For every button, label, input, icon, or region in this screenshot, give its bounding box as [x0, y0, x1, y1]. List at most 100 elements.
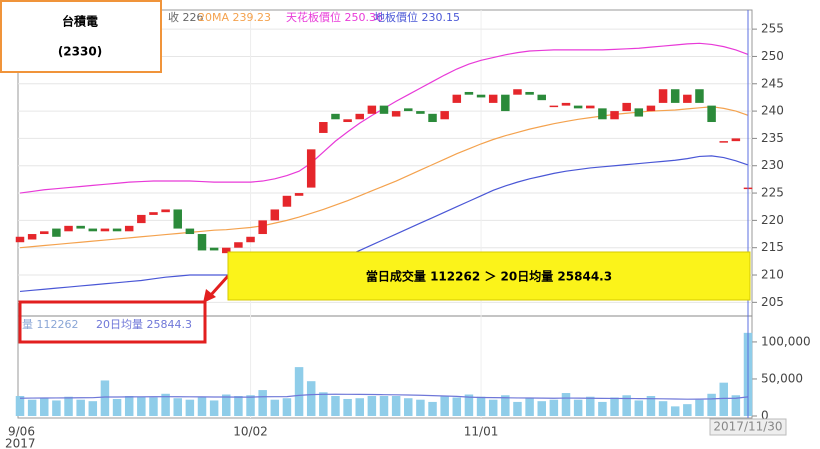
y-tick-label: 215: [761, 240, 784, 254]
volume-bar: [246, 395, 255, 416]
y-tick-label: 240: [761, 104, 784, 118]
candle-body: [355, 113, 364, 120]
volume-bar: [440, 396, 449, 416]
candle-body: [731, 138, 741, 142]
y-tick-label: 210: [761, 268, 784, 282]
volume-bar: [331, 396, 340, 416]
candle-body: [367, 105, 377, 114]
candle-body: [343, 119, 352, 123]
candle-body: [161, 209, 170, 213]
candle-body: [209, 247, 219, 251]
candle-body: [695, 89, 704, 103]
candle-body: [610, 111, 619, 120]
candle-body: [112, 228, 122, 232]
volume-bar: [525, 398, 534, 416]
y-tick-label: 235: [761, 131, 784, 145]
arrow-line: [208, 274, 230, 298]
candle-body: [222, 247, 231, 254]
candle-body: [15, 236, 25, 243]
candle-body: [27, 234, 37, 240]
volume-bar: [355, 398, 364, 416]
candle-body: [549, 105, 559, 108]
volume-bar: [561, 393, 571, 416]
y-tick-label: 250: [761, 49, 784, 63]
stock-name: 台積電: [62, 14, 98, 29]
volume-bar: [100, 380, 110, 416]
volume-bar: [88, 401, 98, 416]
candle-body: [404, 108, 413, 112]
volume-bar: [404, 398, 413, 416]
candle-body: [137, 214, 146, 224]
annotation: 當日成交量 112262 ＞ 20日均量 25844.3: [366, 269, 612, 284]
volume-bar: [343, 398, 352, 416]
volume-bar: [428, 401, 437, 416]
volume-bar: [15, 396, 25, 416]
volume-bar: [731, 395, 741, 416]
candle-body: [258, 220, 267, 235]
volume-bar: [719, 382, 728, 416]
volume-bar: [464, 394, 474, 416]
candle-body: [646, 105, 656, 112]
volume-bar: [234, 396, 243, 416]
volume-bar: [670, 406, 680, 416]
candle-body: [707, 105, 716, 123]
candle-body: [683, 94, 692, 103]
volume-bar: [391, 396, 401, 416]
candle-body: [561, 102, 571, 106]
volume-bar: [537, 401, 546, 416]
volume-bar: [476, 396, 486, 416]
volume-bar: [76, 399, 85, 416]
legend-entry: 地板價位 230.15: [374, 10, 460, 24]
candle-body: [525, 91, 534, 95]
volume-bar: [209, 400, 219, 416]
volume-bar: [173, 398, 182, 416]
candle-body: [416, 111, 425, 114]
volume-bar: [137, 396, 146, 416]
volume-ma-line: [19, 393, 749, 400]
volume-bar: [683, 404, 692, 416]
candle-body: [573, 105, 583, 109]
date-box: [709, 418, 787, 436]
volume-bar: [367, 396, 377, 416]
candle-body: [476, 94, 486, 98]
candle-body: [391, 111, 401, 117]
volume-bar: [270, 399, 280, 416]
y-tick-label: 225: [761, 186, 784, 200]
candle-body: [622, 102, 631, 112]
candle-body: [246, 236, 255, 243]
candle-body: [440, 111, 449, 120]
legend-entry: 20MA 239.23: [198, 11, 271, 24]
volume-bar: [610, 397, 619, 416]
price-legend: 收 226: [168, 10, 204, 24]
price-line: [19, 155, 749, 293]
price-line: [19, 106, 749, 249]
candle-body: [306, 149, 316, 188]
volume-bar: [549, 399, 559, 416]
arrow-head: [203, 289, 216, 303]
candle-body: [513, 89, 522, 95]
volume-legend: 量 112262: [22, 318, 79, 331]
volume-bar: [282, 398, 292, 416]
volume-bar: [488, 399, 498, 416]
candle-body: [40, 231, 49, 235]
volume-bar: [149, 397, 158, 416]
candle-body: [185, 228, 195, 235]
highlight-box: [18, 300, 207, 344]
volume-bar: [112, 398, 122, 416]
y-tick-label: 255: [761, 22, 784, 36]
annotation-box: [227, 251, 751, 301]
volume-bar: [598, 401, 607, 416]
volume-bar: [622, 395, 631, 416]
candle-body: [270, 209, 280, 221]
stock-label-box: [0, 0, 162, 73]
volume-bar: [27, 399, 37, 416]
y-tick-label: 245: [761, 76, 784, 90]
candle-body: [282, 195, 292, 207]
volume-bar: [258, 390, 267, 416]
candle-body: [52, 228, 61, 237]
candle-body: [501, 94, 510, 112]
volume-bar: [695, 399, 704, 416]
candle-body: [76, 225, 85, 229]
x-tick-label: 9/06: [8, 425, 35, 439]
volume-bar: [707, 393, 716, 416]
